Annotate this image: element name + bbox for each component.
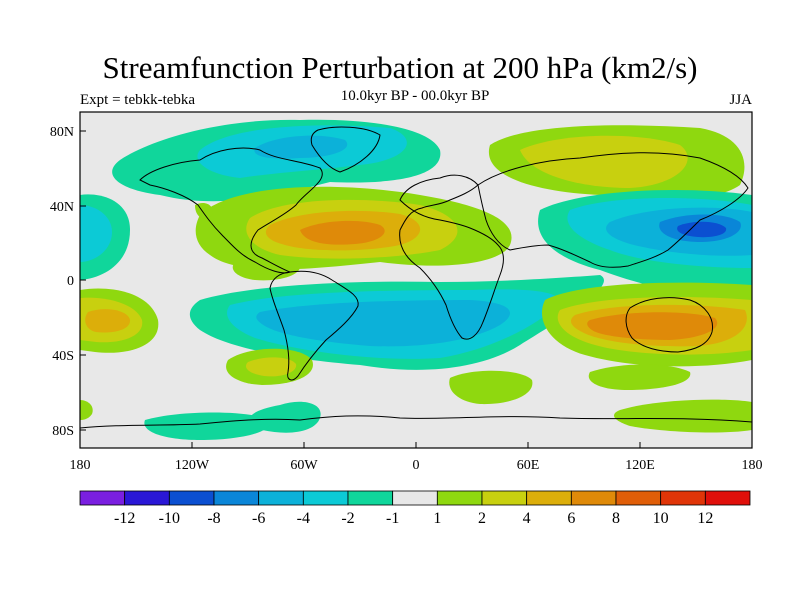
lon-label: 180 xyxy=(70,458,91,473)
colorbar-label: 10 xyxy=(653,510,669,527)
lon-label: 60W xyxy=(290,458,318,473)
colorbar-label: 2 xyxy=(478,510,486,527)
contour-region-pacific-west-cyan xyxy=(80,205,112,262)
lat-label: 40S xyxy=(52,349,74,364)
colorbar-swatch xyxy=(392,490,438,506)
lat-label: 80S xyxy=(52,424,74,439)
colorbar-swatch xyxy=(704,490,751,506)
colorbar-label: -12 xyxy=(114,510,135,527)
colorbar-label: 1 xyxy=(433,510,441,527)
colorbar-swatch xyxy=(79,490,126,506)
period-label: 10.0kyr BP - 00.0kyr BP xyxy=(340,88,490,104)
experiment-label: Expt = tebkk-tebka xyxy=(80,92,196,108)
contour-region-arctic-blue xyxy=(254,135,348,159)
colorbar-swatch xyxy=(481,490,528,506)
lon-label: 120E xyxy=(625,458,655,473)
lat-label: 0 xyxy=(67,274,74,289)
colorbar-swatch xyxy=(124,490,170,506)
lat-label: 80N xyxy=(50,125,74,140)
coastline-north-america xyxy=(139,147,323,274)
page-title: Streamfunction Perturbation at 200 hPa (… xyxy=(102,50,698,85)
colorbar-label: -4 xyxy=(297,510,310,527)
coastline-greenland xyxy=(310,126,381,173)
colorbar-swatch xyxy=(347,490,394,506)
colorbar xyxy=(79,490,751,506)
colorbar-labels: -12 -10 -8 -6 -4 -2 -1 1 2 4 6 8 10 12 xyxy=(114,510,713,527)
colorbar-label: -6 xyxy=(252,510,265,527)
colorbar-swatch xyxy=(213,490,260,506)
contour-region-atlantic-darkorange xyxy=(300,220,385,245)
colorbar-swatch xyxy=(302,490,349,506)
colorbar-label: 4 xyxy=(523,510,531,527)
contour-region-south-atlantic-green xyxy=(449,370,533,405)
colorbar-label: -8 xyxy=(207,510,220,527)
lat-axis: 80N 40N 0 40S 80S xyxy=(50,125,86,439)
colorbar-swatch xyxy=(168,490,215,506)
contour-region-antarctic-green-e xyxy=(614,399,752,433)
contour-region-siberia-yellow xyxy=(520,135,688,188)
contour-region-spacific-orange xyxy=(85,309,131,333)
colorbar-swatch xyxy=(660,490,706,506)
coastline-south-america xyxy=(269,270,359,381)
colorbar-swatch xyxy=(570,490,617,506)
contour-region-antarctic-green-s xyxy=(144,412,271,440)
colorbar-label: -2 xyxy=(341,510,354,527)
coastline-asia xyxy=(477,152,749,268)
colorbar-swatch xyxy=(615,490,662,506)
contour-region-mexico-green xyxy=(232,257,301,281)
lon-axis: 180 120W 60W 0 60E 120E 180 xyxy=(70,442,763,473)
lon-label: 60E xyxy=(517,458,540,473)
coastline-australia xyxy=(625,297,714,353)
contour-region-antarctic-green-far-w xyxy=(80,400,93,420)
colorbar-label: 8 xyxy=(612,510,620,527)
lon-label: 0 xyxy=(413,458,420,473)
contour-region-patagonia-yellow xyxy=(245,357,297,377)
contour-fill-layer xyxy=(80,112,752,448)
contour-region-south-blue xyxy=(256,300,510,347)
colorbar-swatch xyxy=(258,490,304,506)
colorbar-swatch xyxy=(526,490,572,506)
contour-region-indian-ocean-green xyxy=(588,364,691,390)
season-label: JJA xyxy=(729,92,752,108)
colorbar-label: -10 xyxy=(159,510,180,527)
contour-region-australia-darkorange xyxy=(587,312,718,340)
colorbar-swatch xyxy=(436,490,483,506)
colorbar-label: -1 xyxy=(386,510,399,527)
lon-label: 180 xyxy=(742,458,763,473)
colorbar-label: 12 xyxy=(697,510,713,527)
colorbar-label: 6 xyxy=(567,510,575,527)
lat-label: 40N xyxy=(50,200,74,215)
coastline-antarctica xyxy=(80,415,752,429)
contour-region-asia-core xyxy=(677,221,727,238)
lon-label: 120W xyxy=(175,458,210,473)
coastlines xyxy=(80,126,752,429)
coastline-europe-africa xyxy=(399,174,504,340)
